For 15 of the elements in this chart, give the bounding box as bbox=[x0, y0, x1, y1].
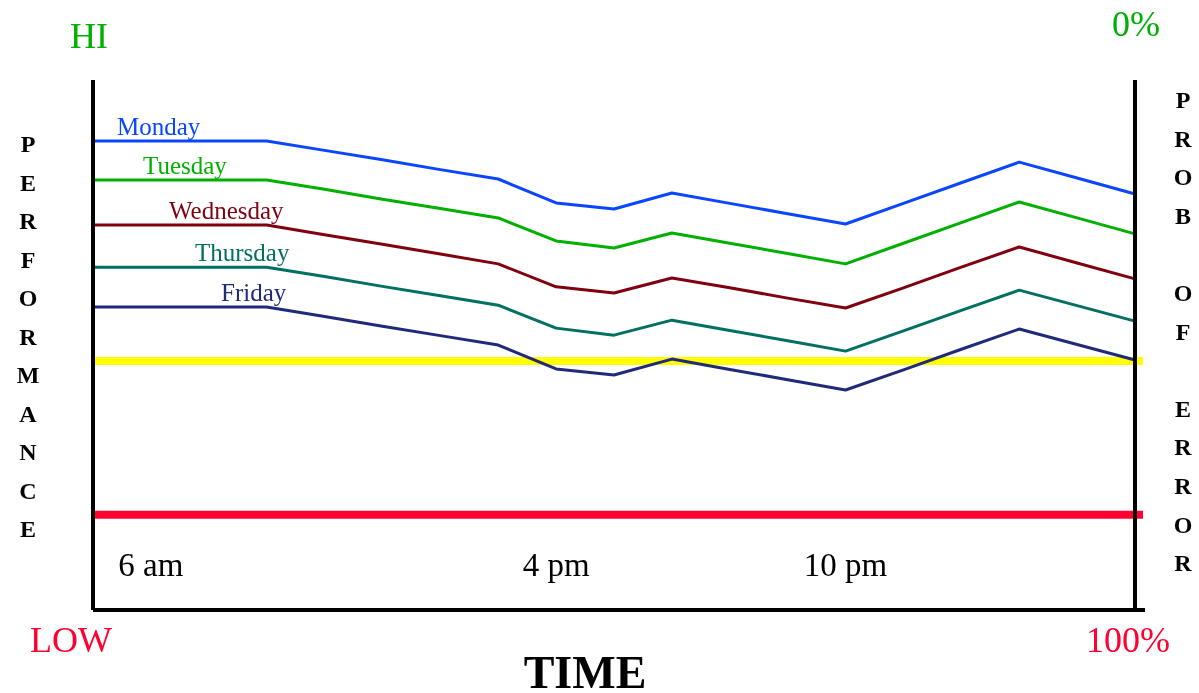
text: HI bbox=[70, 16, 108, 56]
x-tick-label: 4 pm bbox=[522, 547, 590, 583]
series-label: Wednesday bbox=[169, 196, 285, 224]
series-label: Thursday bbox=[195, 239, 290, 267]
series-label: Friday bbox=[221, 279, 287, 307]
text: PERFORMANCE bbox=[16, 131, 40, 542]
series-label: Monday bbox=[117, 113, 201, 140]
x-tick-label: 10 pm bbox=[803, 547, 888, 583]
series-label: Tuesday bbox=[143, 151, 228, 179]
x-tick-label: 6 am bbox=[118, 547, 184, 583]
text: 100% bbox=[1086, 620, 1170, 660]
text: 0% bbox=[1112, 4, 1160, 44]
text: PROB OF ERROR bbox=[1173, 87, 1193, 577]
x-axis-title: TIME bbox=[523, 647, 647, 693]
text: LOW bbox=[30, 620, 112, 660]
